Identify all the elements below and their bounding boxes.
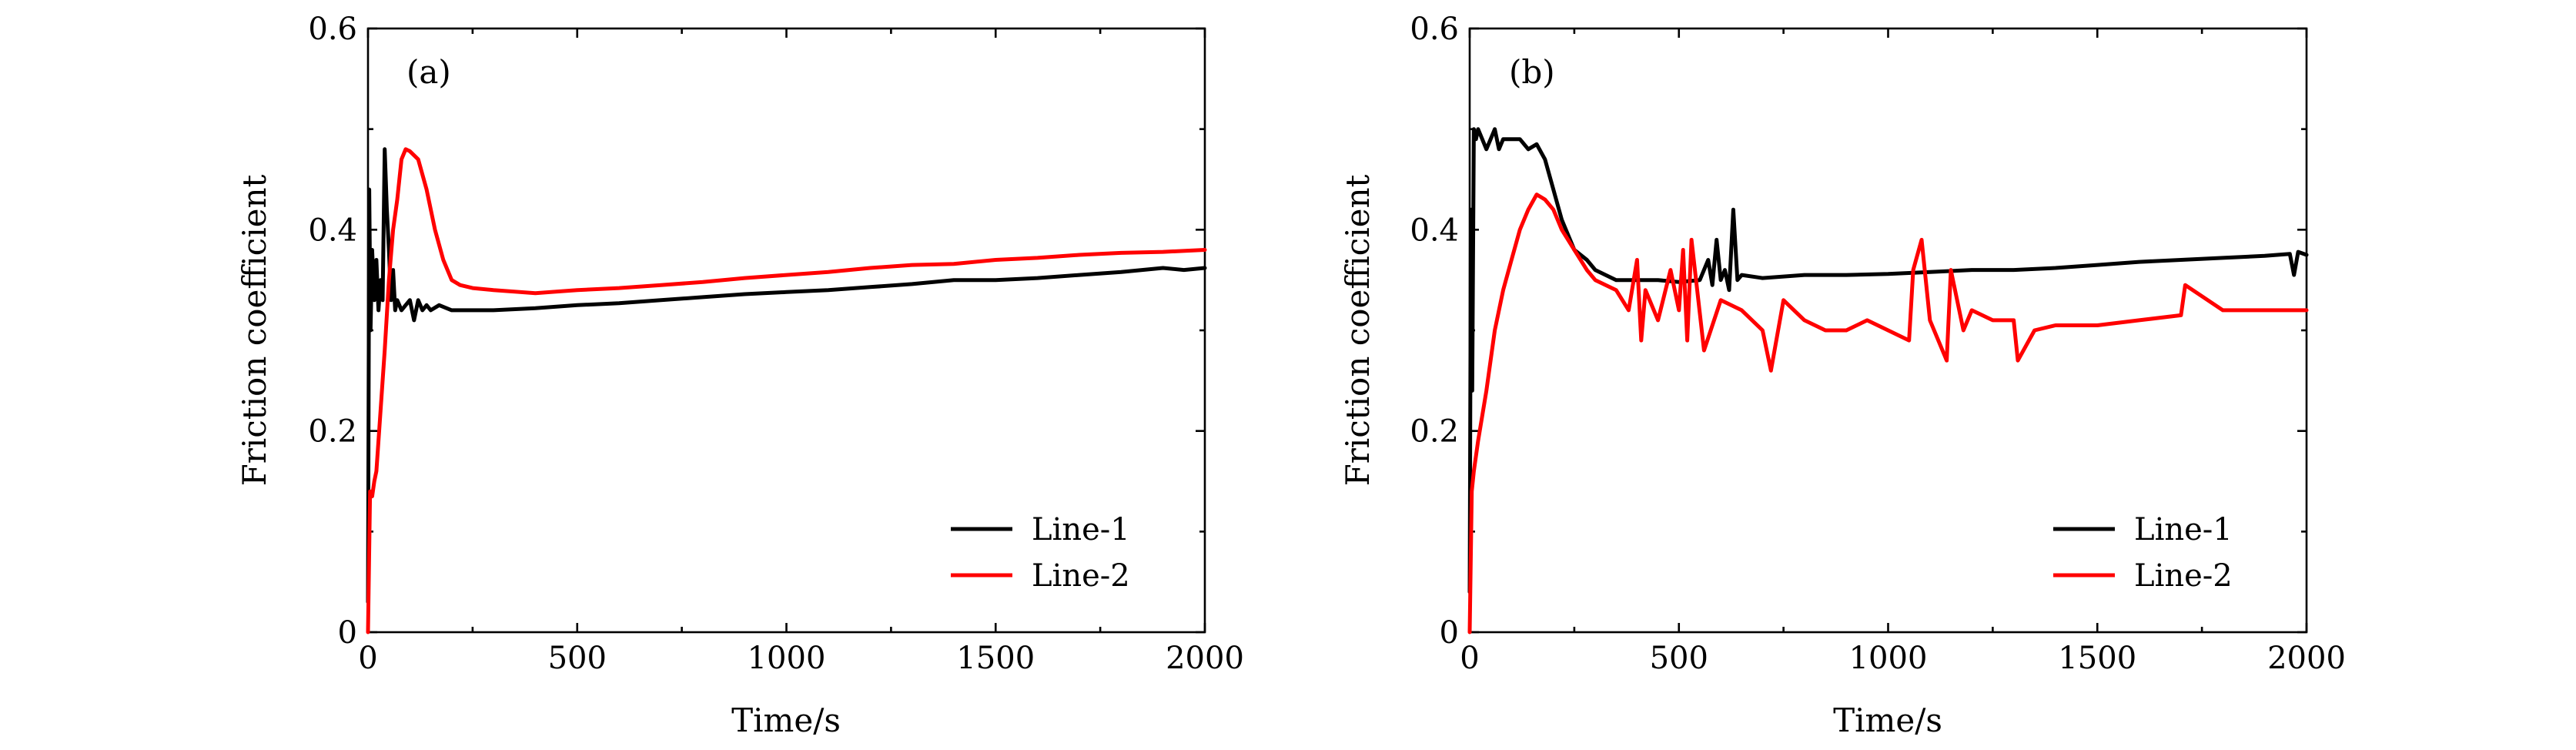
legend-label-line-2: Line-2 [1032,558,1130,594]
y-tick-label: 0 [338,615,357,651]
panel-label: (b) [1509,53,1555,91]
y-tick-label: 0.6 [1410,12,1459,47]
legend-label-line-1: Line-1 [2134,512,2233,547]
y-tick-label: 0.4 [308,213,357,248]
x-tick-label: 1000 [748,641,826,676]
y-tick-label: 0.6 [308,12,357,47]
y-tick-label: 0.2 [308,414,357,450]
legend-label-line-1: Line-1 [1032,512,1130,547]
x-tick-label: 2000 [2267,641,2346,676]
y-axis-title: Friction coefficient [1339,174,1377,486]
x-tick-label: 0 [358,641,377,676]
chart-panel-a: (a) Time/s Friction coefficient 0 500 1000… [236,12,1244,739]
series-line-line-2 [366,147,1207,634]
legend: Line-1 Line-2 [2053,512,2233,594]
panel-label: (a) [406,53,451,91]
legend-label-line-2: Line-2 [2134,558,2233,594]
x-tick-label: 1500 [956,641,1035,676]
axis-ticks: 0 500 1000 1500 2000 0 0.2 0.4 0.6 [1410,12,2346,676]
x-tick-label: 500 [1650,641,1708,676]
y-tick-label: 0.2 [1410,414,1459,450]
y-axis-title: Friction coefficient [236,174,273,486]
series-group [1467,127,2309,634]
y-tick-label: 0 [1440,615,1459,651]
series-line-line-1 [366,147,1207,604]
x-tick-label: 0 [1460,641,1479,676]
chart-panel-b: (b) Time/s Friction coefficient 0 500 1000… [1339,12,2346,739]
x-tick-label: 1000 [1849,641,1928,676]
series-group [366,147,1207,634]
x-tick-label: 2000 [1166,641,1244,676]
x-tick-label: 500 [548,641,607,676]
series-line-line-1 [1467,127,2309,594]
x-tick-label: 1500 [2058,641,2136,676]
axis-ticks: 0 500 1000 1500 2000 0 0.2 0.4 0.6 [308,12,1244,676]
legend: Line-1 Line-2 [951,512,1130,594]
series-line-line-2 [1467,193,2309,634]
y-tick-label: 0.4 [1410,213,1459,248]
x-axis-title: Time/s [1833,701,1942,739]
x-axis-title: Time/s [731,701,841,739]
